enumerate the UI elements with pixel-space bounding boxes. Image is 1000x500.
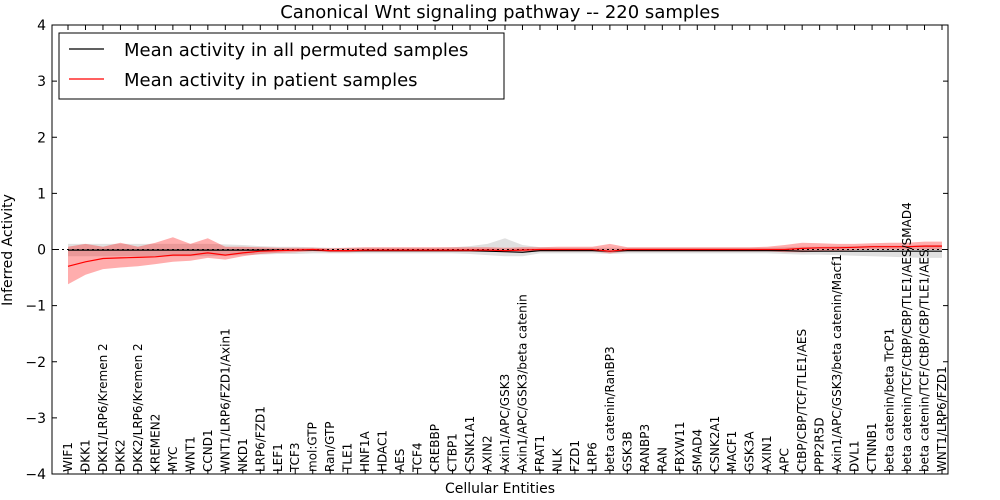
category-label-28: NLK [550,447,564,472]
legend-label-patient: Mean activity in patient samples [124,70,418,91]
category-label-33: RANBP3 [638,424,652,472]
y-tick-label-7: 3 [37,74,46,90]
legend: Mean activity in all permuted samples Me… [58,32,505,100]
category-label-8: CCND1 [201,429,215,472]
category-label-0: WIF1 [61,442,75,472]
category-label-24: AXIN2 [481,435,495,472]
category-label-34: RAN [655,447,669,472]
category-label-32: GSK3B [620,431,634,472]
category-label-48: beta catenin/TCF/CtBP/CBP/TLE1/AES/SMAD4 [900,202,914,472]
line-series-0 [68,249,942,253]
category-label-42: CtBP/CBP/TCF/TLE1/AES [795,329,809,472]
category-label-36: SMAD4 [690,429,704,472]
y-tick-label-6: 2 [37,130,46,146]
category-label-26: Axin1/APC/GSK3/beta catenin [516,294,530,472]
category-label-41: APC [778,448,792,472]
category-label-30: LRP6 [585,442,599,472]
category-label-19: AES [393,449,407,472]
category-label-27: FRAT1 [533,435,547,472]
y-axis-label: Inferred Activity [0,194,16,306]
category-label-39: GSK3A [743,431,757,472]
category-label-1: DKK1 [79,439,93,472]
y-tick-label-8: 4 [37,18,46,34]
category-label-10: NKD1 [236,438,250,472]
category-label-11: LRP6/FZD1 [253,406,267,472]
y-tick-label-1: −3 [25,411,46,427]
legend-label-permuted: Mean activity in all permuted samples [124,40,468,61]
category-label-23: CSNK1A1 [463,416,477,472]
category-label-25: Axin1/APC/GSK3 [498,374,512,472]
y-tick-label-2: −2 [25,355,46,371]
category-label-22: CTBP1 [446,433,460,472]
category-label-43: PPP2R5D [813,417,827,472]
category-label-3: DKK2 [113,439,127,472]
category-label-47: beta catenin/beta TrCP1 [883,328,897,472]
category-label-17: HNF1A [358,430,372,472]
y-tick-label-3: −1 [25,299,46,315]
category-label-16: TLE1 [341,443,355,473]
line-series-1 [67,245,942,267]
category-label-35: FBXW11 [673,422,687,473]
category-label-38: MACF1 [725,431,739,472]
category-label-12: LEF1 [271,443,285,472]
category-label-7: WNT1 [183,436,197,472]
category-label-46: CTNNB1 [865,422,879,472]
category-labels: WIF1 DKK1 DKK1/LRP6/Kremen 2 DKK2 DKK2/LRP6/… [61,25,949,474]
category-label-49: beta catenin/TCF/CtBP/CBP/TLE1/AES [918,249,932,472]
category-label-45: DVL1 [848,440,862,472]
category-label-13: TCF3 [288,442,302,473]
y-tick-label-0: −4 [25,467,46,483]
category-label-15: Ran/GTP [323,421,337,472]
band-series-0 [68,238,942,258]
x-axis-label: Cellular Entities [445,481,555,497]
category-label-20: TCF4 [411,442,425,473]
category-label-44: Axin1/APC/GSK3/beta catenin/Macf1 [830,254,844,472]
category-label-18: HDAC1 [376,430,390,472]
category-label-31: beta catenin/RanBP3 [603,346,617,472]
series-lines [67,245,942,267]
legend-box [58,32,505,100]
y-axis-ticks: −4 −3 −2 −1 0 1 2 3 4 [25,18,948,483]
chart-title: Canonical Wnt signaling pathway -- 220 s… [280,2,720,23]
category-label-29: FZD1 [568,440,582,472]
category-label-40: AXIN1 [760,435,774,472]
category-label-37: CSNK2A1 [708,416,722,472]
category-label-4: DKK2/LRP6/Kremen 2 [131,343,145,472]
category-label-9: WNT1/LRP6/FZD1/Axin1 [218,328,232,472]
y-tick-label-5: 1 [37,186,46,202]
category-label-5: KREMEN2 [148,414,162,472]
category-label-21: CREBBP [428,424,442,472]
y-tick-label-4: 0 [37,243,46,259]
category-label-50: WNT1/LRP6/FZD1 [935,366,949,472]
confidence-bands [68,237,942,285]
category-label-6: MYC [166,447,180,472]
plot-frame [51,24,949,475]
category-label-2: DKK1/LRP6/Kremen 2 [96,343,110,472]
category-label-14: mol:GTP [306,422,320,472]
